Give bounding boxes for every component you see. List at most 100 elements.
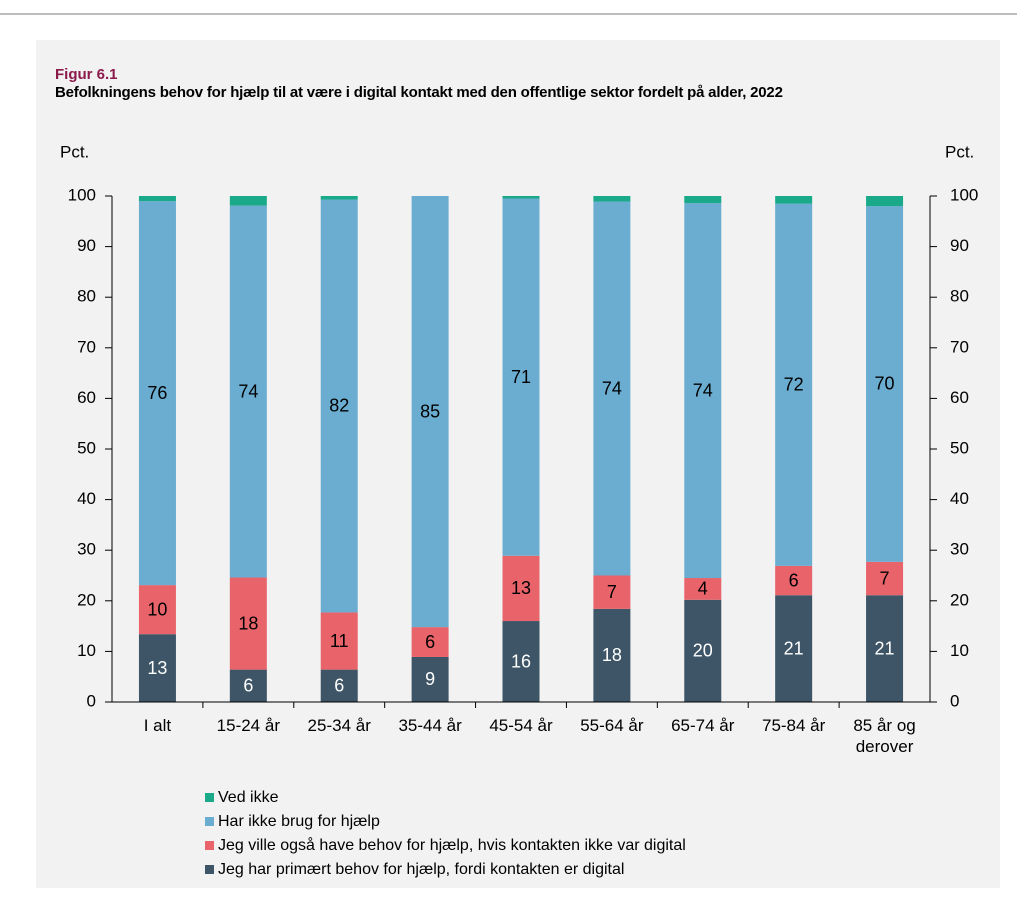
- y2-tick-label: 90: [950, 236, 969, 255]
- y2-tick-label: 30: [950, 540, 969, 559]
- x-tick-label: 25-34 år: [307, 716, 371, 735]
- y-tick-label: 30: [77, 540, 96, 559]
- bar-segment: [229, 196, 267, 206]
- legend-swatch: [205, 793, 214, 802]
- bar-segment: [684, 203, 722, 579]
- legend-swatch: [205, 865, 214, 874]
- y2-tick-label: 70: [950, 337, 969, 356]
- y-tick-label: 100: [68, 185, 96, 204]
- y-tick-label: 10: [77, 641, 96, 660]
- x-tick-label: 65-74 år: [671, 716, 735, 735]
- bar-segment: [320, 612, 358, 670]
- legend-label: Jeg har primært behov for hjælp, fordi k…: [218, 861, 624, 878]
- bar-segment: [502, 621, 540, 702]
- data-label: 18: [602, 645, 622, 665]
- data-label: 13: [511, 578, 531, 598]
- bar-segment: [138, 585, 176, 635]
- bar-segment: [684, 578, 722, 600]
- bar-segment: [593, 196, 631, 202]
- data-label: 85: [420, 401, 440, 421]
- bar-segment: [684, 599, 722, 702]
- bar-segment: [502, 198, 540, 556]
- bar-segment: [320, 669, 358, 702]
- y-axis-label: Pct.: [60, 142, 89, 161]
- legend-swatch: [205, 817, 214, 826]
- y-tick-label: 70: [77, 337, 96, 356]
- bar-segment: [411, 627, 449, 657]
- data-label: 7: [880, 568, 890, 588]
- y2-tick-label: 100: [950, 185, 978, 204]
- data-label: 6: [789, 570, 799, 590]
- y-tick-label: 50: [77, 438, 96, 457]
- data-label: 21: [784, 638, 804, 658]
- legend-label: Ved ikke: [218, 789, 279, 806]
- bar-segment: [502, 196, 540, 199]
- data-label: 74: [693, 380, 713, 400]
- y2-tick-label: 60: [950, 388, 969, 407]
- bar-segment: [775, 565, 813, 596]
- bar-segment: [138, 634, 176, 702]
- data-label: 76: [147, 383, 167, 403]
- data-label: 6: [425, 632, 435, 652]
- chart-title: Befolkningens behov for hjælp til at vær…: [55, 84, 783, 101]
- x-tick-label: 55-64 år: [580, 716, 644, 735]
- data-label: 20: [693, 641, 713, 661]
- y2-tick-label: 20: [950, 590, 969, 609]
- title-box: Befolkningens behov for hjælp til at vær…: [55, 84, 783, 101]
- data-label: 71: [511, 367, 531, 387]
- bar-segment: [684, 196, 722, 204]
- legend-swatch: [205, 841, 214, 850]
- x-tick-label: 35-44 år: [398, 716, 462, 735]
- data-label: 7: [607, 582, 617, 602]
- data-label: 18: [238, 613, 258, 633]
- legend-label: Jeg ville også have behov for hjælp, hvi…: [218, 836, 686, 854]
- legend-label: Har ikke brug for hjælp: [218, 813, 380, 830]
- data-label: 6: [243, 676, 253, 696]
- data-label: 10: [147, 599, 167, 619]
- y-tick-label: 20: [77, 590, 96, 609]
- bar-segment: [502, 555, 540, 622]
- y2-axis-label: Pct.: [945, 142, 974, 161]
- bar-segment: [866, 595, 904, 702]
- bar-segment: [866, 206, 904, 562]
- bar-segment: [229, 669, 267, 702]
- data-label: 82: [329, 396, 349, 416]
- bar-segment: [775, 595, 813, 702]
- y2-tick-label: 40: [950, 489, 969, 508]
- x-tick-label: 45-54 år: [489, 716, 553, 735]
- y2-tick-label: 50: [950, 438, 969, 457]
- bar-segment: [593, 608, 631, 702]
- bar-segment: [866, 196, 904, 207]
- x-tick-label: 75-84 år: [761, 716, 826, 735]
- bar-segment: [320, 199, 358, 613]
- y-tick-label: 40: [77, 489, 96, 508]
- bar-segment: [775, 196, 813, 204]
- x-tick-label: 15-24 år: [216, 716, 280, 735]
- data-label: 21: [875, 638, 895, 658]
- data-label: 16: [511, 651, 531, 671]
- y2-tick-label: 80: [950, 287, 969, 306]
- x-tick-label: I alt: [143, 716, 172, 735]
- data-label: 9: [425, 669, 435, 689]
- bar-segment: [138, 196, 176, 202]
- y-tick-label: 90: [77, 236, 96, 255]
- bar-segment: [411, 656, 449, 702]
- bar-segment: [593, 201, 631, 576]
- y-tick-label: 60: [77, 388, 96, 407]
- x-tick-label: 85 år og derover: [853, 716, 916, 756]
- data-label: 74: [602, 378, 622, 398]
- data-label: 4: [698, 579, 708, 599]
- y2-tick-label: 0: [950, 691, 959, 710]
- bar-segment: [320, 196, 358, 200]
- figure-label: Figur 6.1: [55, 66, 118, 83]
- bar-segment: [229, 577, 267, 670]
- bar-segment: [775, 203, 813, 566]
- bar-segment: [229, 205, 267, 578]
- bar-segment: [866, 561, 904, 596]
- data-label: 6: [334, 676, 344, 696]
- y2-tick-label: 10: [950, 641, 969, 660]
- top-rule: [0, 13, 1017, 15]
- y-tick-label: 0: [87, 691, 96, 710]
